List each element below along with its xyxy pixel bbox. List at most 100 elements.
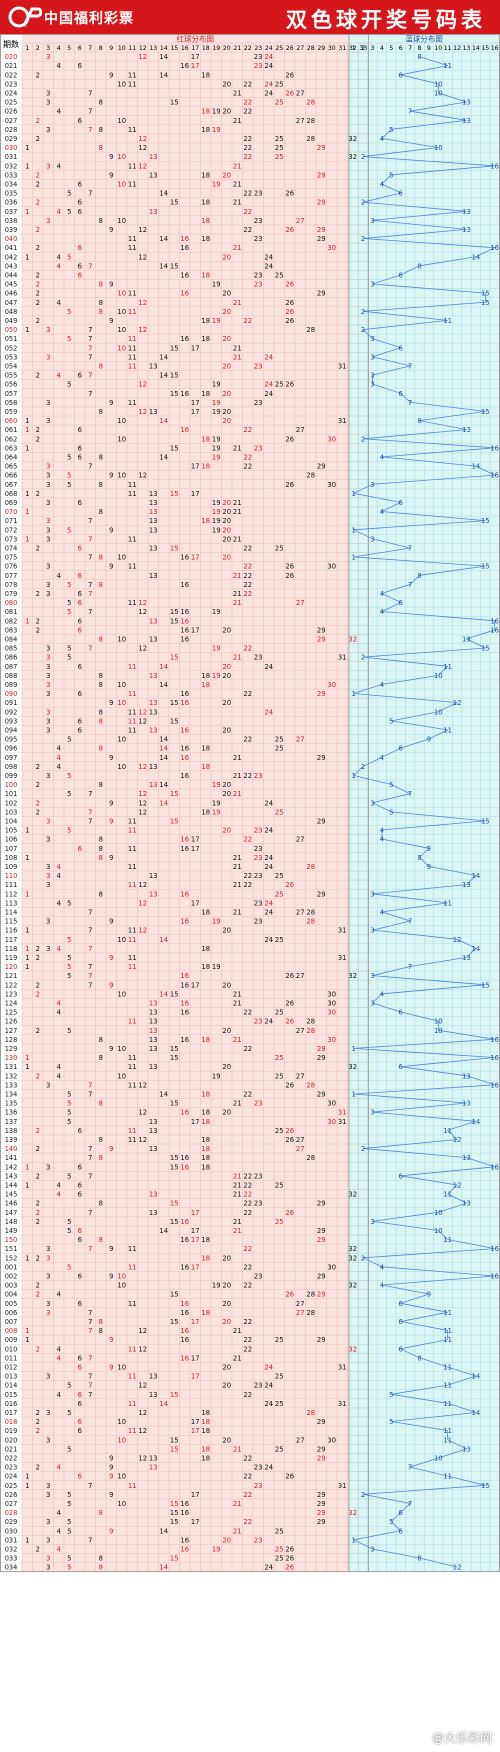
red-ball-number: 9 bbox=[109, 317, 113, 325]
red-ball-number: 32 bbox=[348, 1254, 357, 1262]
red-ball-number: 29 bbox=[317, 290, 326, 298]
issue-number: 044 bbox=[5, 271, 18, 279]
blue-ball-number: 5 bbox=[389, 1391, 393, 1399]
blue-ball-number: 7 bbox=[408, 918, 412, 926]
issue-number: 049 bbox=[5, 317, 18, 325]
issue-number: 077 bbox=[5, 572, 18, 580]
red-ball-number: 13 bbox=[149, 1373, 158, 1381]
red-ball-number: 20 bbox=[222, 790, 231, 798]
blue-ball-number: 2 bbox=[361, 1254, 365, 1262]
red-ball-number: 25 bbox=[275, 872, 284, 880]
red-ball-number: 27 bbox=[296, 1436, 305, 1444]
issue-number: 007 bbox=[5, 1318, 18, 1326]
red-ball-number: 28 bbox=[306, 99, 315, 107]
red-ball-number: 18 bbox=[201, 1409, 210, 1417]
red-ball-number: 4 bbox=[57, 1191, 61, 1199]
red-ball-number: 19 bbox=[212, 808, 221, 816]
issue-number: 109 bbox=[5, 863, 18, 871]
red-ball-number: 11 bbox=[128, 817, 137, 825]
red-ball-number: 7 bbox=[88, 463, 92, 471]
red-ball-number: 4 bbox=[57, 162, 61, 170]
red-ball-number: 27 bbox=[296, 217, 305, 225]
red-ball-number: 22 bbox=[243, 1191, 252, 1199]
blue-ball-number: 10 bbox=[434, 1209, 443, 1217]
red-ball-number: 20 bbox=[222, 535, 231, 543]
red-ball-number: 22 bbox=[243, 153, 252, 161]
red-column-tick: 29 bbox=[317, 45, 325, 52]
red-ball-number: 2 bbox=[36, 1127, 40, 1135]
red-ball-number: 4 bbox=[57, 754, 61, 762]
red-ball-number: 5 bbox=[67, 1118, 71, 1126]
red-ball-number: 21 bbox=[233, 599, 242, 607]
red-ball-number: 2 bbox=[36, 1545, 40, 1553]
issue-number: 136 bbox=[5, 1109, 18, 1117]
red-ball-number: 17 bbox=[191, 53, 200, 61]
red-ball-number: 22 bbox=[243, 1518, 252, 1526]
red-ball-number: 26 bbox=[285, 281, 294, 289]
blue-ball-number: 4 bbox=[380, 681, 384, 689]
blue-ball-number: 1 bbox=[352, 772, 356, 780]
red-ball-number: 25 bbox=[275, 890, 284, 898]
red-ball-number: 21 bbox=[233, 1327, 242, 1335]
red-ball-number: 8 bbox=[99, 890, 103, 898]
red-ball-number: 20 bbox=[222, 390, 231, 398]
blue-ball-number: 10 bbox=[434, 1018, 443, 1026]
red-ball-number: 8 bbox=[99, 1036, 103, 1044]
red-ball-number: 14 bbox=[159, 417, 168, 425]
issue-number: 075 bbox=[5, 554, 18, 562]
red-ball-number: 19 bbox=[212, 781, 221, 789]
red-ball-number: 2 bbox=[36, 1418, 40, 1426]
red-ball-number: 6 bbox=[78, 208, 82, 216]
red-ball-number: 27 bbox=[296, 1027, 305, 1035]
red-ball-number: 23 bbox=[254, 281, 263, 289]
red-ball-number: 3 bbox=[46, 535, 50, 543]
red-ball-number: 10 bbox=[117, 990, 126, 998]
red-ball-number: 14 bbox=[159, 663, 168, 671]
red-ball-number: 22 bbox=[243, 772, 252, 780]
red-ball-number: 22 bbox=[243, 1172, 252, 1180]
red-ball-number: 15 bbox=[170, 490, 179, 498]
red-ball-number: 19 bbox=[212, 499, 221, 507]
red-ball-number: 13 bbox=[149, 544, 158, 552]
red-ball-number: 17 bbox=[191, 399, 200, 407]
red-ball-number: 1 bbox=[25, 1254, 29, 1262]
issue-number: 123 bbox=[5, 990, 18, 998]
blue-ball-number: 11 bbox=[443, 1309, 452, 1317]
blue-ball-number: 4 bbox=[380, 180, 384, 188]
red-ball-number: 27 bbox=[296, 1309, 305, 1317]
red-ball-number: 3 bbox=[46, 1518, 50, 1526]
red-ball-number: 26 bbox=[285, 1209, 294, 1217]
blue-ball-number: 3 bbox=[370, 217, 374, 225]
red-ball-number: 25 bbox=[275, 1400, 284, 1408]
blue-ball-number: 3 bbox=[370, 799, 374, 807]
red-ball-number: 3 bbox=[46, 1300, 50, 1308]
red-ball-number: 3 bbox=[46, 1245, 50, 1253]
red-ball-number: 2 bbox=[36, 281, 40, 289]
red-ball-number: 8 bbox=[99, 481, 103, 489]
red-ball-number: 3 bbox=[46, 1309, 50, 1317]
red-ball-number: 28 bbox=[306, 472, 315, 480]
red-ball-number: 5 bbox=[67, 1564, 71, 1572]
red-ball-number: 8 bbox=[99, 681, 103, 689]
blue-ball-number: 4 bbox=[380, 990, 384, 998]
red-ball-number: 2 bbox=[36, 1464, 40, 1472]
issue-number: 093 bbox=[5, 717, 18, 725]
blue-ball-number: 15 bbox=[481, 645, 490, 653]
issue-number: 086 bbox=[5, 654, 18, 662]
red-ball-number: 17 bbox=[191, 490, 200, 498]
red-ball-number: 2 bbox=[36, 626, 40, 634]
red-ball-number: 7 bbox=[88, 108, 92, 116]
red-ball-number: 15 bbox=[170, 99, 179, 107]
red-ball-number: 4 bbox=[57, 745, 61, 753]
red-ball-number: 3 bbox=[46, 1564, 50, 1572]
red-ball-number: 9 bbox=[109, 1473, 113, 1481]
red-column-tick: 30 bbox=[328, 45, 336, 52]
blue-ball-number: 6 bbox=[399, 745, 403, 753]
issue-number: 122 bbox=[5, 981, 18, 989]
red-ball-number: 7 bbox=[88, 1309, 92, 1317]
red-ball-number: 23 bbox=[254, 1172, 263, 1180]
red-ball-number: 21 bbox=[233, 1036, 242, 1044]
red-ball-number: 24 bbox=[264, 854, 273, 862]
red-ball-number: 18 bbox=[201, 1454, 210, 1462]
red-ball-number: 28 bbox=[306, 1018, 315, 1026]
